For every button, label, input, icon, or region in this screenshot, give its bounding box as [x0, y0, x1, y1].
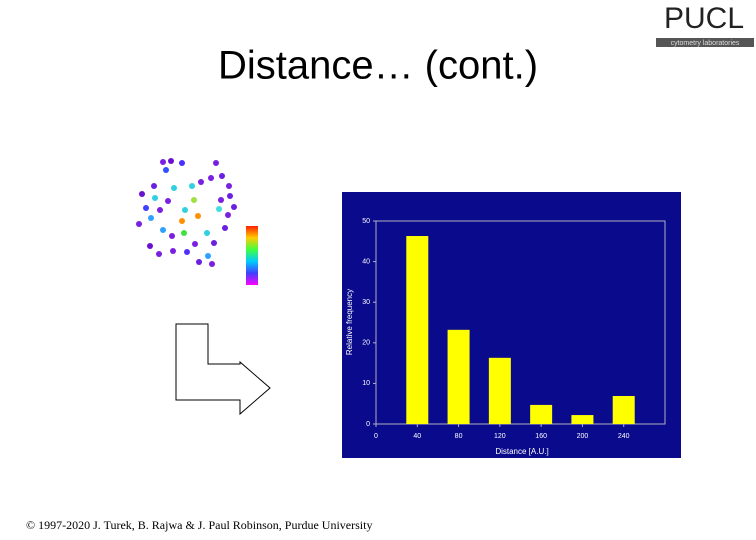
x-tick-label: 160	[535, 433, 547, 440]
y-tick-label: 30	[362, 299, 370, 306]
arrow	[175, 323, 271, 416]
logo-subtitle: cytometry laboratories	[671, 40, 740, 47]
plot-frame	[375, 220, 666, 425]
x-tick-label: 0	[374, 433, 378, 440]
bar	[488, 357, 511, 424]
bar	[447, 329, 470, 424]
x-axis-label: Distance [A.U.]	[495, 447, 548, 456]
logo: PUCL	[664, 2, 744, 35]
bar	[530, 404, 553, 424]
y-tick-label: 0	[366, 421, 370, 428]
y-tick-label: 10	[362, 380, 370, 387]
footer: © 1997-2020 J. Turek, B. Rajwa & J. Paul…	[26, 518, 372, 532]
bar	[406, 236, 429, 424]
slide-title: Distance… (cont.)	[218, 44, 538, 88]
x-tick-label: 40	[413, 433, 421, 440]
y-tick-label: 40	[362, 258, 370, 265]
x-tick-label: 80	[455, 433, 463, 440]
bar	[571, 415, 594, 424]
x-tick-label: 240	[618, 433, 630, 440]
y-tick-label: 50	[362, 218, 370, 225]
y-axis-label: Relative frequency	[345, 289, 354, 355]
x-tick-label: 120	[494, 433, 506, 440]
y-tick-label: 20	[362, 340, 370, 347]
color-bar	[246, 226, 258, 285]
logo-band	[656, 38, 754, 47]
cell-image	[136, 158, 237, 267]
x-tick-label: 200	[577, 433, 589, 440]
bar	[612, 395, 635, 424]
